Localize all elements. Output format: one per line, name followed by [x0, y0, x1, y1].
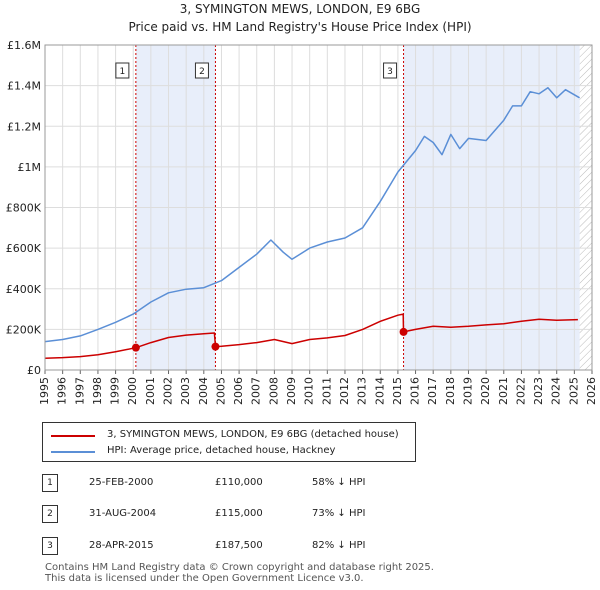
x-tick-label: 2022: [514, 377, 527, 405]
x-tick-label: 2020: [479, 377, 492, 405]
x-tick-label: 2025: [567, 377, 580, 405]
sale-price: £115,000: [215, 508, 263, 519]
plot-area-frame: [44, 44, 593, 371]
sale-number-label: 2: [199, 67, 205, 77]
y-tick-label: £800K: [6, 202, 42, 215]
x-tick-label: 1999: [109, 377, 122, 405]
sale-date: 31-AUG-2004: [89, 508, 157, 519]
hpi-line: [44, 86, 580, 343]
sale-badge: 2: [42, 505, 58, 523]
x-tick-label: 2003: [179, 377, 192, 405]
x-tick-label: 1998: [91, 377, 104, 405]
x-tick-label: 2016: [409, 377, 422, 405]
sale-delta: 73% ↓ HPI: [312, 508, 366, 519]
x-tick-label: 2001: [144, 377, 157, 405]
sale-number-box: [194, 62, 209, 79]
sale-date: 25-FEB-2000: [89, 477, 154, 488]
x-tick-label: 2008: [267, 377, 280, 405]
x-tick-label: 2005: [214, 377, 227, 405]
x-tick-label: 2004: [197, 377, 210, 405]
x-tick-label: 2000: [126, 377, 139, 405]
x-tick-label: 2011: [320, 377, 333, 405]
footer-line-1: Contains HM Land Registry data © Crown c…: [45, 562, 434, 573]
footer-line-2: This data is licensed under the Open Gov…: [45, 573, 364, 584]
legend-label-hpi: HPI: Average price, detached house, Hack…: [107, 445, 336, 456]
sale-date: 28-APR-2015: [89, 540, 154, 551]
chart-subtitle: Price paid vs. HM Land Registry's House …: [128, 20, 472, 34]
x-tick-label: 2010: [303, 377, 316, 405]
x-tick-label: 2015: [391, 377, 404, 405]
x-tick-label: 2002: [162, 377, 175, 405]
sale-number-box: [115, 62, 130, 79]
x-tick-label: 2009: [285, 377, 298, 405]
x-tick-label: 1996: [56, 377, 69, 405]
x-tick-label: 2013: [356, 377, 369, 405]
chart-title: 3, SYMINGTON MEWS, LONDON, E9 6BG: [179, 2, 421, 16]
x-tick-label: 1997: [73, 377, 86, 405]
y-tick-label: £1.6M: [7, 39, 41, 52]
y-tick-label: £1M: [18, 161, 42, 174]
legend-label-property: 3, SYMINGTON MEWS, LONDON, E9 6BG (detac…: [107, 429, 399, 440]
y-tick-label: £600K: [6, 242, 42, 255]
x-tick-label: 2012: [338, 377, 351, 405]
y-tick-label: £1.4M: [7, 80, 41, 93]
sale-point: [399, 327, 408, 336]
y-tick-label: £400K: [6, 283, 42, 296]
sale-point: [131, 343, 140, 352]
footer: Contains HM Land Registry data © Crown c…: [45, 562, 434, 584]
sale-badge: 1: [42, 474, 58, 492]
x-tick-label: 2026: [585, 377, 598, 405]
chart-legend: 3, SYMINGTON MEWS, LONDON, E9 6BG (detac…: [42, 422, 416, 462]
sale-price: £110,000: [215, 477, 263, 488]
x-tick-label: 2023: [532, 377, 545, 405]
legend-swatch-property: [51, 435, 95, 437]
y-tick-label: £0: [27, 364, 41, 377]
x-tick-label: 2021: [497, 377, 510, 405]
x-tick-label: 1995: [38, 377, 51, 405]
sale-delta: 82% ↓ HPI: [312, 540, 366, 551]
sale-badge: 3: [42, 537, 58, 555]
x-tick-label: 2018: [444, 377, 457, 405]
property-price-line: [44, 313, 578, 359]
x-tick-label: 2006: [232, 377, 245, 405]
y-tick-label: £200K: [6, 323, 42, 336]
sale-delta: 58% ↓ HPI: [312, 477, 366, 488]
y-tick-label: £1.2M: [7, 120, 41, 133]
sale-number-label: 3: [387, 67, 393, 77]
x-tick-label: 2019: [461, 377, 474, 405]
sale-price: £187,500: [215, 540, 263, 551]
price-chart: £0 £200K £400K £600K £800K £1M £1.2M £1.4M £1.6M…: [6, 39, 598, 405]
x-tick-label: 2017: [426, 377, 439, 405]
x-tick-label: 2007: [250, 377, 263, 405]
x-tick-label: 2014: [373, 377, 386, 405]
legend-swatch-hpi: [51, 451, 95, 453]
sale-number-box: [383, 62, 398, 79]
sale-number-label: 1: [120, 67, 126, 77]
x-tick-label: 2024: [550, 377, 563, 405]
sale-point: [211, 342, 220, 351]
